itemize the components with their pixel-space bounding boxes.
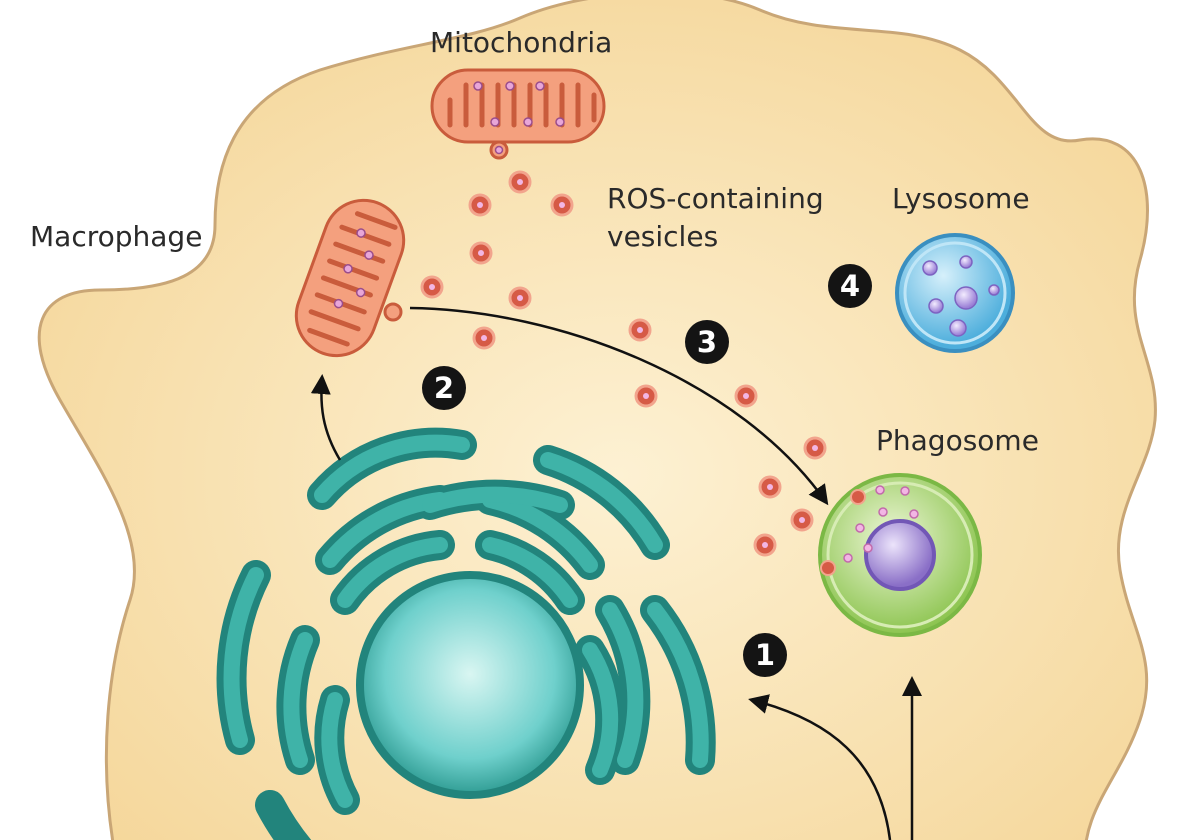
step-badge-1: 1	[743, 633, 787, 677]
endoplasmic-reticulum-highlight	[223, 434, 709, 808]
arrow-into-er	[748, 694, 892, 840]
label-ros-vesicles: ROS-containing vesicles	[607, 182, 824, 253]
mitochondrion-top	[430, 68, 606, 160]
step-badge-4: 4	[828, 264, 872, 308]
lysosome	[895, 233, 1015, 353]
label-lysosome: Lysosome	[892, 182, 1030, 215]
arrow-mitochondrion-to-phagosome	[409, 306, 829, 506]
ros-vesicles	[420, 170, 827, 557]
step-badge-2: 2	[422, 366, 466, 410]
mitochondrion-left-bud	[383, 302, 403, 322]
mitochondrion-left	[294, 198, 406, 358]
nucleus	[356, 571, 584, 799]
label-mitochondria: Mitochondria	[430, 26, 613, 59]
step-badge-3: 3	[685, 320, 729, 364]
phagosome	[818, 473, 982, 637]
arrow-er-to-mitochondrion	[310, 374, 342, 461]
label-phagosome: Phagosome	[876, 424, 1039, 457]
label-macrophage: Macrophage	[30, 220, 203, 253]
